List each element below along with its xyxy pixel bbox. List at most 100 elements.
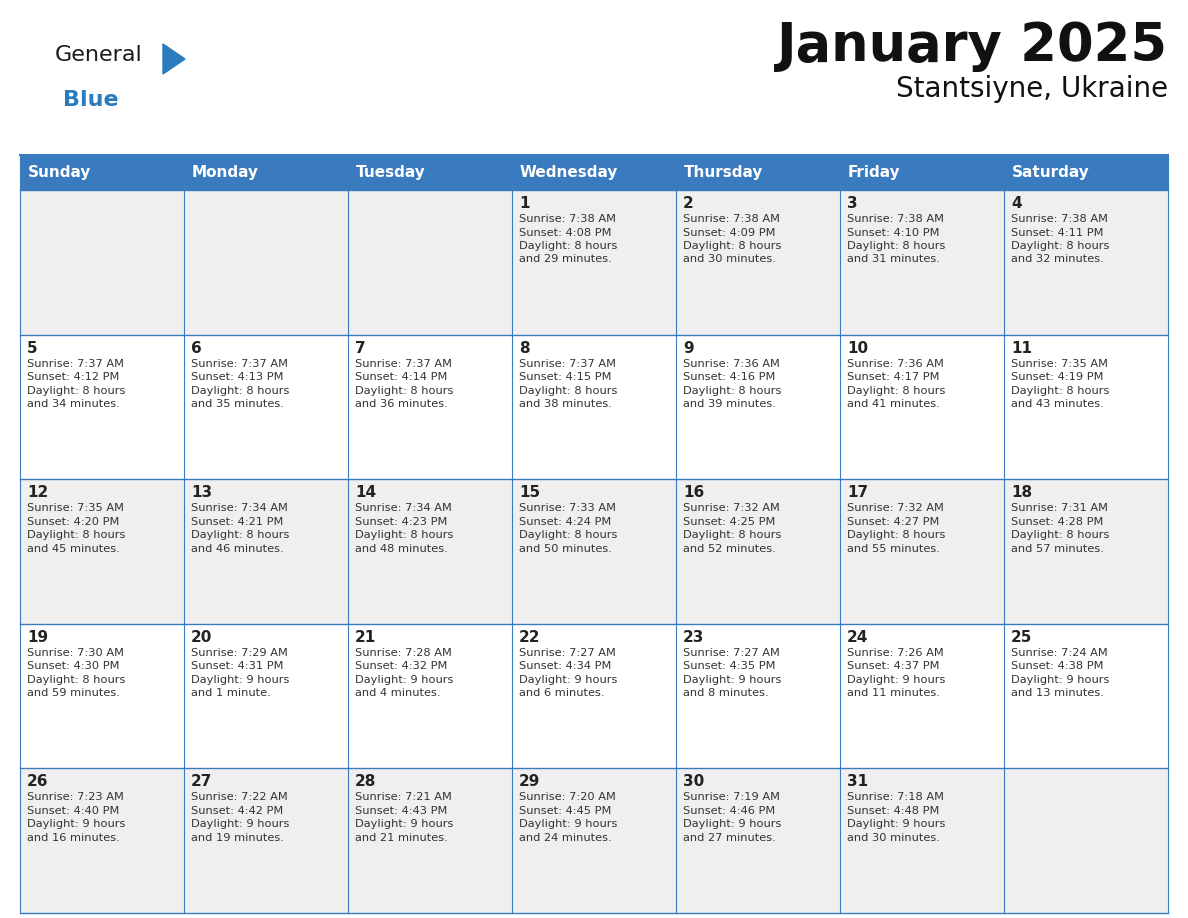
Text: Sunset: 4:12 PM: Sunset: 4:12 PM <box>27 372 119 382</box>
Text: and 52 minutes.: and 52 minutes. <box>683 543 776 554</box>
Text: Daylight: 8 hours: Daylight: 8 hours <box>27 386 126 396</box>
Bar <box>348 155 512 190</box>
Text: Sunset: 4:23 PM: Sunset: 4:23 PM <box>355 517 448 527</box>
Text: Sunrise: 7:24 AM: Sunrise: 7:24 AM <box>1011 648 1107 658</box>
Text: Daylight: 9 hours: Daylight: 9 hours <box>847 820 946 829</box>
Text: Daylight: 8 hours: Daylight: 8 hours <box>847 241 946 251</box>
Text: and 59 minutes.: and 59 minutes. <box>27 688 120 699</box>
Text: January 2025: January 2025 <box>777 20 1168 72</box>
Text: Daylight: 9 hours: Daylight: 9 hours <box>191 675 290 685</box>
Text: Sunrise: 7:26 AM: Sunrise: 7:26 AM <box>847 648 943 658</box>
Bar <box>840 155 1004 190</box>
Text: and 35 minutes.: and 35 minutes. <box>191 399 284 409</box>
Text: and 55 minutes.: and 55 minutes. <box>847 543 940 554</box>
Text: Sunset: 4:20 PM: Sunset: 4:20 PM <box>27 517 119 527</box>
Text: Sunrise: 7:18 AM: Sunrise: 7:18 AM <box>847 792 944 802</box>
Text: Sunset: 4:34 PM: Sunset: 4:34 PM <box>519 661 612 671</box>
Text: 21: 21 <box>355 630 377 644</box>
Bar <box>676 155 840 190</box>
Text: 2: 2 <box>683 196 694 211</box>
Text: and 36 minutes.: and 36 minutes. <box>355 399 448 409</box>
Text: 16: 16 <box>683 486 704 500</box>
Text: 1: 1 <box>519 196 530 211</box>
Text: 19: 19 <box>27 630 49 644</box>
Text: Daylight: 9 hours: Daylight: 9 hours <box>519 820 618 829</box>
Bar <box>20 190 1168 334</box>
Text: Sunset: 4:28 PM: Sunset: 4:28 PM <box>1011 517 1104 527</box>
Text: 29: 29 <box>519 775 541 789</box>
Text: Sunrise: 7:38 AM: Sunrise: 7:38 AM <box>683 214 781 224</box>
Text: Sunday: Sunday <box>29 165 91 180</box>
Text: 26: 26 <box>27 775 49 789</box>
Text: and 46 minutes.: and 46 minutes. <box>191 543 284 554</box>
Text: and 57 minutes.: and 57 minutes. <box>1011 543 1104 554</box>
Text: and 43 minutes.: and 43 minutes. <box>1011 399 1104 409</box>
Text: Sunset: 4:32 PM: Sunset: 4:32 PM <box>355 661 448 671</box>
Text: 25: 25 <box>1011 630 1032 644</box>
Text: Daylight: 9 hours: Daylight: 9 hours <box>355 675 454 685</box>
Text: and 38 minutes.: and 38 minutes. <box>519 399 612 409</box>
Text: Daylight: 8 hours: Daylight: 8 hours <box>1011 241 1110 251</box>
Text: Sunset: 4:08 PM: Sunset: 4:08 PM <box>519 228 612 238</box>
Text: Daylight: 8 hours: Daylight: 8 hours <box>683 531 782 540</box>
Text: 22: 22 <box>519 630 541 644</box>
Text: and 34 minutes.: and 34 minutes. <box>27 399 120 409</box>
Text: Sunrise: 7:37 AM: Sunrise: 7:37 AM <box>355 359 451 369</box>
Text: 30: 30 <box>683 775 704 789</box>
Text: Daylight: 8 hours: Daylight: 8 hours <box>355 386 454 396</box>
Bar <box>512 155 676 190</box>
Text: Daylight: 8 hours: Daylight: 8 hours <box>191 531 290 540</box>
Bar <box>20 768 1168 913</box>
Bar <box>1004 155 1168 190</box>
Text: and 6 minutes.: and 6 minutes. <box>519 688 605 699</box>
Text: Daylight: 8 hours: Daylight: 8 hours <box>1011 386 1110 396</box>
Text: Daylight: 9 hours: Daylight: 9 hours <box>191 820 290 829</box>
Bar <box>20 479 1168 624</box>
Text: Thursday: Thursday <box>684 165 764 180</box>
Text: 24: 24 <box>847 630 868 644</box>
Text: and 4 minutes.: and 4 minutes. <box>355 688 441 699</box>
Text: Sunset: 4:40 PM: Sunset: 4:40 PM <box>27 806 119 816</box>
Text: and 29 minutes.: and 29 minutes. <box>519 254 612 264</box>
Text: Stantsiyne, Ukraine: Stantsiyne, Ukraine <box>896 75 1168 103</box>
Text: 10: 10 <box>847 341 868 355</box>
Polygon shape <box>163 44 185 74</box>
Text: and 1 minute.: and 1 minute. <box>191 688 271 699</box>
Text: Sunrise: 7:30 AM: Sunrise: 7:30 AM <box>27 648 124 658</box>
Text: General: General <box>55 45 143 65</box>
Text: Sunrise: 7:31 AM: Sunrise: 7:31 AM <box>1011 503 1108 513</box>
Text: 12: 12 <box>27 486 49 500</box>
Text: Sunset: 4:43 PM: Sunset: 4:43 PM <box>355 806 448 816</box>
Text: Sunrise: 7:29 AM: Sunrise: 7:29 AM <box>191 648 287 658</box>
Text: and 31 minutes.: and 31 minutes. <box>847 254 940 264</box>
Bar <box>20 155 184 190</box>
Text: Sunrise: 7:34 AM: Sunrise: 7:34 AM <box>355 503 451 513</box>
Text: Friday: Friday <box>848 165 901 180</box>
Text: and 11 minutes.: and 11 minutes. <box>847 688 940 699</box>
Text: Sunrise: 7:35 AM: Sunrise: 7:35 AM <box>27 503 124 513</box>
Text: Sunset: 4:27 PM: Sunset: 4:27 PM <box>847 517 940 527</box>
Text: Daylight: 9 hours: Daylight: 9 hours <box>519 675 618 685</box>
Text: Sunrise: 7:32 AM: Sunrise: 7:32 AM <box>847 503 944 513</box>
Text: Sunset: 4:35 PM: Sunset: 4:35 PM <box>683 661 776 671</box>
Text: Sunset: 4:45 PM: Sunset: 4:45 PM <box>519 806 612 816</box>
Text: and 48 minutes.: and 48 minutes. <box>355 543 448 554</box>
Text: Sunset: 4:48 PM: Sunset: 4:48 PM <box>847 806 940 816</box>
Text: and 41 minutes.: and 41 minutes. <box>847 399 940 409</box>
Text: Sunset: 4:17 PM: Sunset: 4:17 PM <box>847 372 940 382</box>
Text: Sunset: 4:15 PM: Sunset: 4:15 PM <box>519 372 612 382</box>
Text: and 50 minutes.: and 50 minutes. <box>519 543 612 554</box>
Text: Daylight: 8 hours: Daylight: 8 hours <box>519 531 618 540</box>
Text: Sunrise: 7:23 AM: Sunrise: 7:23 AM <box>27 792 124 802</box>
Text: Tuesday: Tuesday <box>356 165 425 180</box>
Text: Sunset: 4:09 PM: Sunset: 4:09 PM <box>683 228 776 238</box>
Text: Sunset: 4:13 PM: Sunset: 4:13 PM <box>191 372 284 382</box>
Text: Sunset: 4:10 PM: Sunset: 4:10 PM <box>847 228 940 238</box>
Bar <box>20 624 1168 768</box>
Text: Daylight: 8 hours: Daylight: 8 hours <box>519 241 618 251</box>
Text: Sunrise: 7:27 AM: Sunrise: 7:27 AM <box>683 648 779 658</box>
Text: Sunrise: 7:36 AM: Sunrise: 7:36 AM <box>847 359 944 369</box>
Text: and 30 minutes.: and 30 minutes. <box>683 254 776 264</box>
Text: Monday: Monday <box>192 165 259 180</box>
Text: Sunset: 4:11 PM: Sunset: 4:11 PM <box>1011 228 1104 238</box>
